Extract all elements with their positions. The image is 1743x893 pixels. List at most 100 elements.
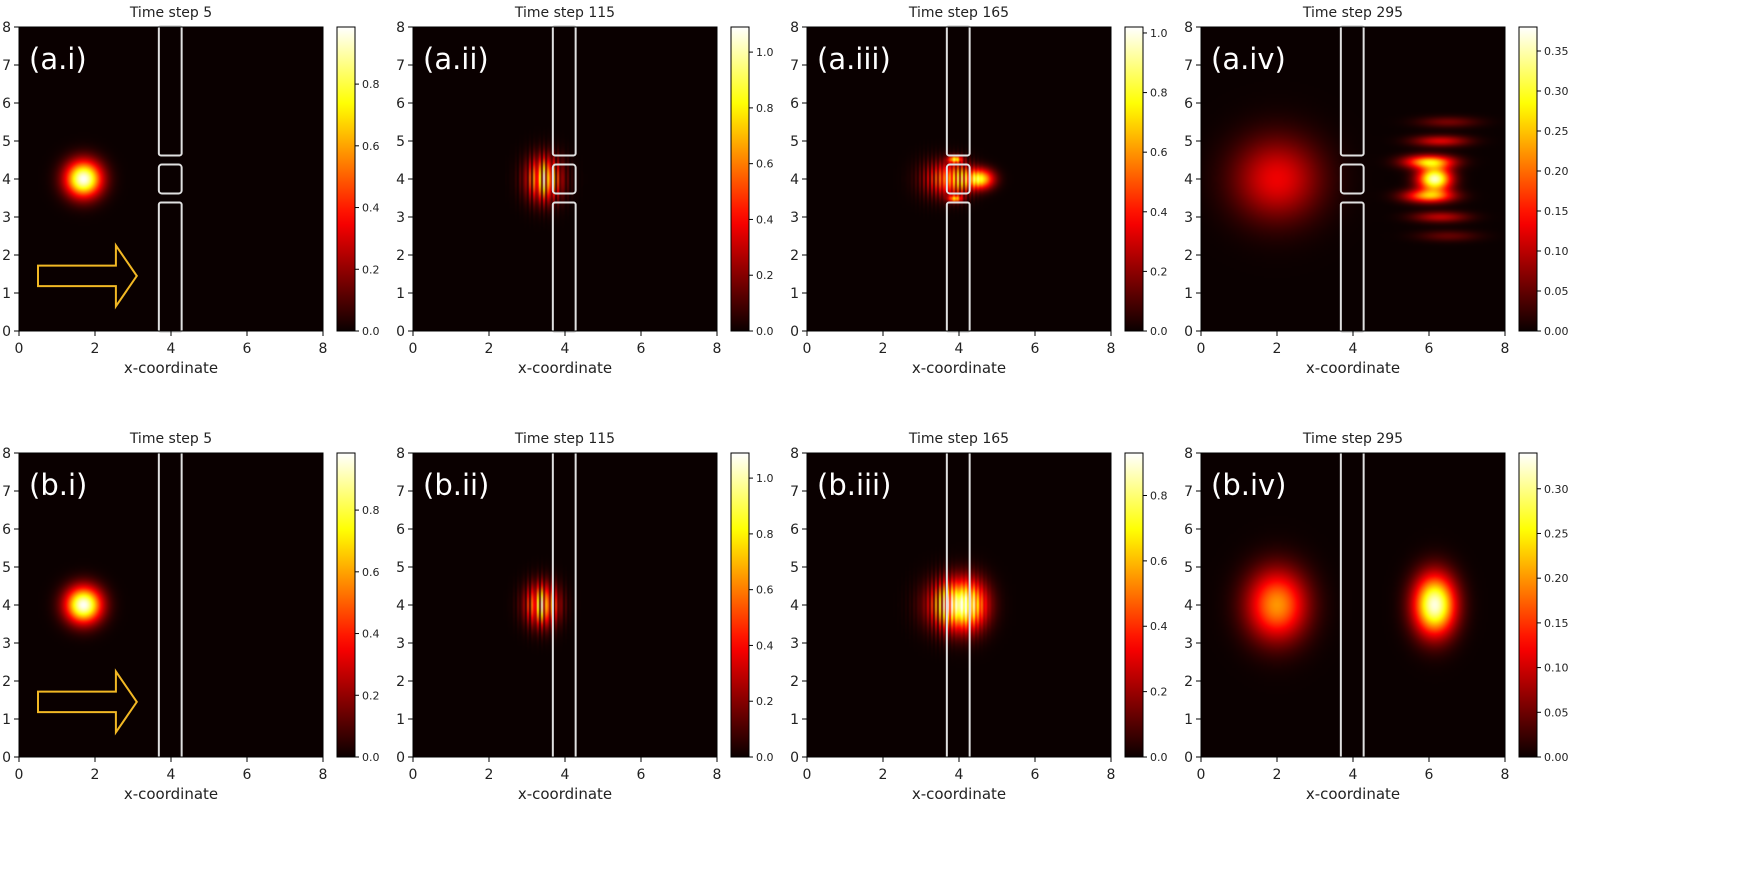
y-tick-label: 2 — [1184, 248, 1193, 264]
y-tick-label: 1 — [1184, 286, 1193, 302]
panel-a.ii: Time step 115 (a.ii) 0 2 4 6 8 0 1 2 3 4 5 6 7 8 x-coord… — [396, 5, 773, 377]
panel-title: Time step 295 — [1302, 431, 1403, 447]
barrier-middle — [551, 163, 577, 195]
barrier-middle — [1339, 163, 1365, 195]
y-tick-label: 8 — [2, 446, 11, 462]
y-tick-label: 4 — [396, 172, 405, 188]
y-tick-label: 1 — [2, 712, 11, 728]
colorbar-tick-label: 0.10 — [1544, 245, 1569, 258]
x-tick-label: 2 — [91, 341, 100, 357]
panel-title: Time step 115 — [514, 5, 615, 21]
colorbar — [1124, 452, 1144, 758]
y-tick-label: 0 — [790, 324, 799, 340]
y-tick-label: 5 — [1184, 134, 1193, 150]
colorbar-tick-label: 0.05 — [1544, 706, 1569, 719]
y-tick-label: 8 — [2, 20, 11, 36]
barrier-middle — [945, 163, 971, 195]
panel-b.iii: Time step 165 (b.iii) 0 2 4 6 8 0 1 2 3 4 5 6 7 8 x-coor… — [790, 431, 1167, 803]
y-tick-label: 8 — [396, 20, 405, 36]
y-tick-label: 0 — [396, 324, 405, 340]
x-axis-label: x-coordinate — [124, 785, 218, 803]
colorbar-tick-label: 0.2 — [1150, 265, 1168, 278]
colorbar-tick-label: 0.0 — [362, 751, 380, 764]
y-tick-label: 6 — [790, 522, 799, 538]
y-tick-label: 0 — [1184, 750, 1193, 766]
x-tick-label: 6 — [637, 341, 646, 357]
colorbar-tick-label: 0.00 — [1544, 751, 1569, 764]
colorbar-tick-label: 0.00 — [1544, 325, 1569, 338]
colorbar-tick-label: 0.2 — [756, 695, 774, 708]
y-tick-label: 8 — [1184, 20, 1193, 36]
colorbar-tick-label: 0.25 — [1544, 527, 1569, 540]
y-tick-label: 1 — [396, 712, 405, 728]
colorbar-tick-label: 0.20 — [1544, 572, 1569, 585]
colorbar-tick-label: 0.0 — [1150, 325, 1168, 338]
barrier-upper — [551, 25, 577, 157]
colorbar — [336, 26, 356, 332]
x-tick-label: 0 — [803, 341, 812, 357]
colorbar — [1518, 26, 1538, 332]
y-tick-label: 2 — [396, 248, 405, 264]
x-tick-label: 8 — [1107, 767, 1116, 783]
direction-arrow-icon — [37, 242, 139, 310]
panel-a.i: Time step 5 (a.i) 0 2 4 6 8 0 1 2 3 4 5 6 7 8 x-coordina… — [2, 5, 379, 377]
y-tick-label: 1 — [396, 286, 405, 302]
x-tick-label: 4 — [167, 767, 176, 783]
x-axis-label: x-coordinate — [518, 785, 612, 803]
colorbar-tick-label: 0.2 — [1150, 686, 1168, 699]
x-tick-label: 4 — [955, 767, 964, 783]
colorbar-tick-label: 0.6 — [362, 566, 380, 579]
colorbar-tick-label: 0.6 — [756, 584, 774, 597]
y-tick-label: 2 — [790, 248, 799, 264]
x-tick-label: 2 — [879, 341, 888, 357]
y-tick-label: 3 — [790, 636, 799, 652]
y-tick-label: 3 — [2, 210, 11, 226]
panel-label: (a.iii) — [817, 42, 891, 76]
y-tick-label: 2 — [2, 248, 11, 264]
panel-label: (a.ii) — [423, 42, 489, 76]
y-tick-label: 5 — [1184, 560, 1193, 576]
colorbar-tick-label: 0.8 — [1150, 87, 1168, 100]
colorbar-tick-label: 0.4 — [756, 213, 774, 226]
y-tick-label: 0 — [1184, 324, 1193, 340]
barrier-middle — [157, 163, 183, 195]
colorbar — [1124, 26, 1144, 332]
colorbar-tick-label: 0.0 — [362, 325, 380, 338]
y-tick-label: 7 — [396, 484, 405, 500]
x-tick-label: 4 — [561, 767, 570, 783]
panel-b.i: Time step 5 (b.i) 0 2 4 6 8 0 1 2 3 4 5 6 7 8 x-coordina… — [2, 431, 379, 803]
panel-a.iv: Time step 295 (a.iv) 0 2 4 6 8 0 1 2 3 4 5 6 7 8 x-coord… — [1184, 5, 1568, 377]
x-tick-label: 0 — [1197, 341, 1206, 357]
y-tick-label: 2 — [790, 674, 799, 690]
y-tick-label: 4 — [2, 598, 11, 614]
colorbar-tick-label: 0.4 — [362, 628, 380, 641]
colorbar-tick-label: 0.8 — [362, 78, 380, 91]
heatmap-image — [807, 453, 1111, 757]
colorbar-tick-label: 0.6 — [756, 158, 774, 171]
y-tick-label: 5 — [790, 134, 799, 150]
y-tick-label: 7 — [790, 58, 799, 74]
y-tick-label: 7 — [1184, 484, 1193, 500]
x-tick-label: 0 — [15, 341, 24, 357]
y-tick-label: 2 — [396, 674, 405, 690]
colorbar-tick-label: 0.6 — [1150, 146, 1168, 159]
y-tick-label: 5 — [790, 560, 799, 576]
x-tick-label: 8 — [713, 341, 722, 357]
panels-group: Time step 5 (a.i) 0 2 4 6 8 0 1 2 3 4 5 6 7 8 x-coordina… — [2, 5, 1568, 803]
y-tick-label: 6 — [1184, 522, 1193, 538]
y-tick-label: 7 — [790, 484, 799, 500]
x-tick-label: 4 — [955, 341, 964, 357]
panel-label: (a.i) — [29, 42, 87, 76]
x-tick-label: 4 — [1349, 341, 1358, 357]
x-tick-label: 8 — [319, 767, 328, 783]
y-tick-label: 6 — [790, 96, 799, 112]
x-tick-label: 6 — [1425, 767, 1434, 783]
panel-title: Time step 295 — [1302, 5, 1403, 21]
x-tick-label: 6 — [1031, 341, 1040, 357]
colorbar-tick-label: 0.0 — [1150, 751, 1168, 764]
y-tick-label: 0 — [2, 324, 11, 340]
colorbar-tick-label: 0.20 — [1544, 165, 1569, 178]
colorbar-tick-label: 0.6 — [1150, 555, 1168, 568]
y-tick-label: 7 — [2, 58, 11, 74]
x-tick-label: 8 — [1501, 767, 1510, 783]
